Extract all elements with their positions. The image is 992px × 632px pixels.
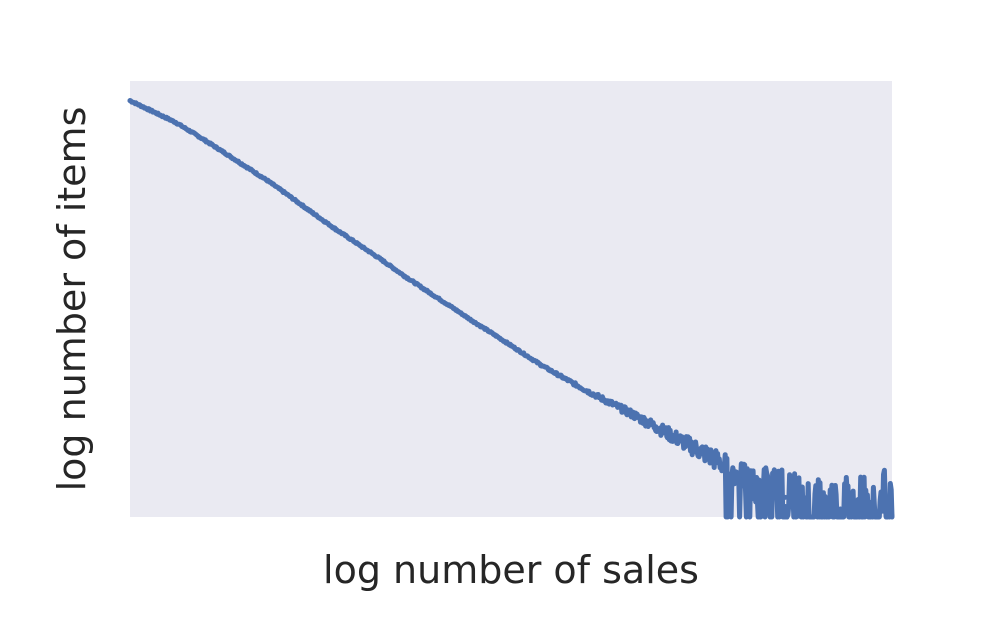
series-layer: [127, 98, 895, 520]
data-point: [333, 226, 339, 232]
data-point: [561, 375, 567, 381]
data-point: [653, 424, 659, 430]
data-point: [241, 163, 247, 169]
data-point: [782, 494, 788, 500]
data-point: [287, 194, 293, 199]
data-point: [150, 109, 156, 114]
data-point: [539, 362, 544, 368]
data-point: [127, 98, 133, 104]
data-point: [584, 388, 590, 394]
data-point: [767, 489, 773, 495]
data-point: [493, 333, 499, 339]
data-point: [721, 462, 727, 468]
data-point: [424, 288, 430, 294]
x-axis-label: log number of sales: [323, 548, 699, 592]
data-point: [310, 210, 316, 216]
data-point: [798, 499, 804, 505]
data-point: [401, 273, 407, 279]
data-point: [470, 318, 476, 324]
data-point: [874, 512, 880, 518]
data-point: [356, 242, 362, 247]
data-point: [676, 436, 682, 442]
data-point: [607, 400, 613, 406]
y-axis-label: log number of items: [50, 107, 94, 492]
data-point: [630, 412, 636, 417]
data-point: [516, 347, 522, 353]
data-point: [699, 449, 704, 455]
data-point: [264, 177, 270, 183]
data-point: [218, 148, 224, 154]
data-point: [379, 257, 384, 263]
data-point: [737, 473, 743, 479]
data-point: [843, 509, 849, 515]
data-point: [447, 303, 453, 309]
data-point: [889, 513, 895, 519]
data-point: [173, 119, 179, 125]
plot-area: [130, 81, 892, 517]
data-point: [813, 503, 819, 509]
data-point: [859, 511, 864, 516]
data-point: [196, 133, 202, 139]
series-line-0: [127, 98, 895, 520]
data-point: [752, 481, 758, 487]
data-point: [828, 506, 834, 512]
